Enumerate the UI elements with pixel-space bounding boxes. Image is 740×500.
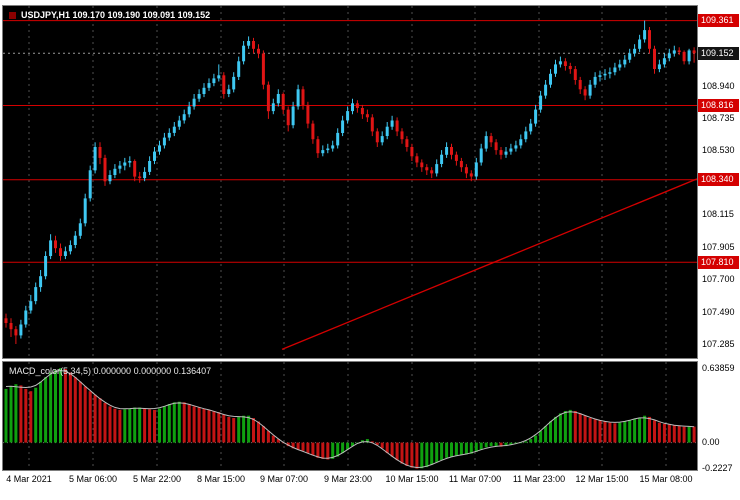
time-tick-label: 11 Mar 23:00 <box>512 474 566 484</box>
macd-axis[interactable]: 0.63859 0.00 -0.2227 <box>698 361 740 474</box>
macd-tick-label: 0.00 <box>702 437 720 448</box>
macd-panel: MACD_color(5,34,5) 0.000000 0.000000 0.1… <box>2 361 698 471</box>
level-price-badge[interactable]: 108.340 <box>698 173 739 187</box>
macd-tick-label: 0.63859 <box>702 362 735 373</box>
candlestick-chart[interactable] <box>3 6 697 358</box>
price-tick-label: 108.115 <box>702 209 734 220</box>
time-tick-label: 11 Mar 07:00 <box>448 474 502 484</box>
price-chart-panel: USDJPY,H1 109.170 109.190 109.091 109.15… <box>2 5 698 359</box>
time-tick-label: 10 Mar 15:00 <box>385 474 439 484</box>
bid-price-badge: 109.152 <box>698 46 739 60</box>
time-tick-label: 5 Mar 06:00 <box>68 474 118 484</box>
level-price-badge[interactable]: 107.810 <box>698 255 739 269</box>
price-tick-label: 108.530 <box>702 144 735 155</box>
price-tick-label: 107.285 <box>702 338 735 349</box>
time-tick-label: 15 Mar 08:00 <box>639 474 693 484</box>
time-axis[interactable]: 4 Mar 2021 5 Mar 06:00 5 Mar 22:00 8 Mar 15… <box>2 471 698 489</box>
price-tick-label: 108.735 <box>702 112 735 123</box>
time-tick-label: 9 Mar 07:00 <box>259 474 309 484</box>
chart-title-bar: USDJPY,H1 109.170 109.190 109.091 109.15… <box>9 10 210 20</box>
macd-histogram-chart[interactable] <box>3 362 697 470</box>
price-tick-label: 107.700 <box>702 273 735 284</box>
time-tick-label: 9 Mar 23:00 <box>323 474 373 484</box>
time-tick-label: 12 Mar 15:00 <box>575 474 629 484</box>
chart-title: USDJPY,H1 109.170 109.190 109.091 109.15… <box>21 10 211 20</box>
time-tick-label: 5 Mar 22:00 <box>132 474 182 484</box>
time-tick-label: 4 Mar 2021 <box>6 474 52 484</box>
macd-title-bar: MACD_color(5,34,5) 0.000000 0.000000 0.1… <box>9 366 211 376</box>
price-tick-label: 108.940 <box>702 80 735 91</box>
macd-tick-label: -0.2227 <box>702 463 733 474</box>
price-tick-label: 107.905 <box>702 241 735 252</box>
price-axis[interactable]: 109.361 109.152 108.940 108.816 108.735 108.5… <box>698 0 740 361</box>
time-tick-label: 8 Mar 15:00 <box>196 474 246 484</box>
level-price-badge[interactable]: 108.816 <box>698 99 739 112</box>
level-price-badge[interactable]: 109.361 <box>698 14 739 28</box>
symbol-marker-icon <box>9 11 16 19</box>
price-tick-label: 107.490 <box>702 306 735 317</box>
macd-title: MACD_color(5,34,5) 0.000000 0.000000 0.1… <box>9 366 212 376</box>
